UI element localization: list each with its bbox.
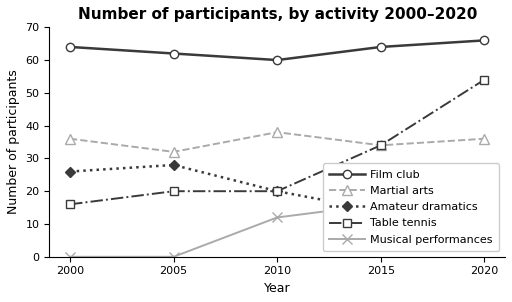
Martial arts: [170, 150, 177, 154]
Film club: [481, 39, 487, 42]
Line: Amateur dramatics: Amateur dramatics: [67, 162, 488, 241]
Musical performances: [67, 255, 73, 259]
Legend: Film club, Martial arts, Amateur dramatics, Table tennis, Musical performances: Film club, Martial arts, Amateur dramati…: [323, 163, 500, 251]
Table tennis: [378, 143, 384, 147]
Title: Number of participants, by activity 2000–2020: Number of participants, by activity 2000…: [77, 7, 477, 22]
Line: Musical performances: Musical performances: [65, 190, 489, 262]
Table tennis: [481, 78, 487, 82]
Film club: [67, 45, 73, 49]
Musical performances: [170, 255, 177, 259]
Film club: [274, 58, 280, 62]
Musical performances: [481, 193, 487, 196]
Line: Table tennis: Table tennis: [66, 76, 488, 208]
Amateur dramatics: [481, 235, 487, 239]
Martial arts: [274, 130, 280, 134]
Film club: [170, 52, 177, 55]
Musical performances: [274, 216, 280, 219]
Amateur dramatics: [378, 209, 384, 213]
Film club: [378, 45, 384, 49]
Amateur dramatics: [274, 189, 280, 193]
Martial arts: [378, 143, 384, 147]
Table tennis: [67, 203, 73, 206]
Musical performances: [378, 203, 384, 206]
X-axis label: Year: Year: [264, 282, 290, 295]
Amateur dramatics: [170, 163, 177, 167]
Martial arts: [481, 137, 487, 140]
Amateur dramatics: [67, 170, 73, 173]
Line: Martial arts: Martial arts: [65, 127, 489, 157]
Martial arts: [67, 137, 73, 140]
Line: Film club: Film club: [66, 36, 488, 64]
Table tennis: [170, 189, 177, 193]
Table tennis: [274, 189, 280, 193]
Y-axis label: Number of participants: Number of participants: [7, 70, 20, 214]
